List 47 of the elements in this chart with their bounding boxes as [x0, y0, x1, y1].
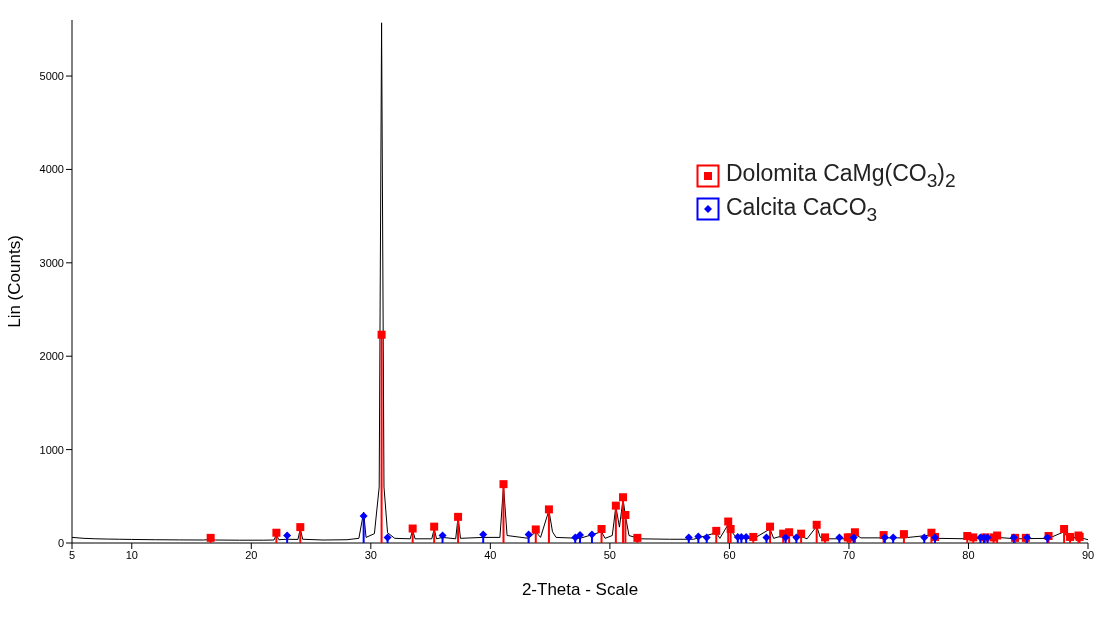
y-tick-label: 4000: [39, 163, 64, 176]
point: [899, 530, 908, 539]
y-tick-label: 3000: [39, 256, 64, 269]
y-tick-label: 0: [57, 536, 64, 549]
y-axis-title: Lin (Counts): [5, 235, 25, 328]
point: [797, 529, 806, 538]
point: [272, 528, 281, 537]
x-tick-label: 80: [962, 548, 975, 561]
x-tick-label: 10: [125, 548, 138, 561]
point: [1060, 524, 1069, 533]
x-tick-label: 5: [68, 548, 76, 561]
point: [619, 493, 628, 502]
point: [587, 530, 596, 539]
x-tick-label: 90: [1081, 548, 1095, 561]
point: [531, 525, 540, 534]
point: [726, 524, 735, 533]
point: [724, 517, 733, 526]
point: [377, 330, 386, 339]
point: [712, 526, 721, 535]
point: [430, 522, 439, 531]
y-tick-label: 5000: [39, 69, 64, 82]
x-tick-label: 70: [842, 548, 856, 561]
point: [524, 530, 533, 539]
y-tick-label: 1000: [39, 443, 64, 456]
point: [499, 480, 508, 489]
x-tick-label: 20: [245, 548, 258, 561]
point: [766, 522, 775, 531]
point: [597, 524, 606, 533]
x-tick-label: 50: [603, 548, 617, 561]
point: [850, 528, 859, 537]
y-tick-label: 2000: [39, 350, 64, 363]
x-tick-label: 60: [723, 548, 736, 561]
point: [359, 511, 368, 520]
point: [785, 528, 794, 537]
x-tick-label: 30: [364, 548, 377, 561]
point: [812, 520, 821, 529]
point: [408, 524, 417, 533]
point: [479, 530, 488, 539]
legend-label: Calcita CaCO$_{3}$: [726, 193, 878, 226]
legend-label: Dolomita CaMg(CO$_{3}$)$_{2}$: [726, 160, 956, 192]
x-axis-title: 2-Theta - Scale: [521, 580, 639, 599]
point: [611, 501, 620, 510]
x-tick-label: 40: [484, 548, 497, 561]
point: [454, 512, 463, 521]
point: [296, 523, 305, 532]
point: [544, 505, 553, 514]
point: [621, 510, 630, 519]
